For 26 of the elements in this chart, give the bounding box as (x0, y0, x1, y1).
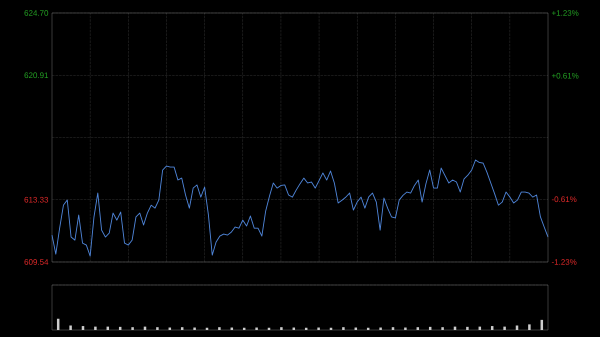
bar (528, 324, 531, 330)
bar (516, 326, 518, 330)
bar (106, 326, 110, 330)
bar (466, 326, 469, 330)
bar (392, 327, 394, 330)
bar (82, 326, 84, 330)
bar (503, 326, 506, 330)
bar (94, 326, 97, 330)
bar (428, 326, 432, 330)
line-series (52, 160, 548, 257)
bar (180, 327, 184, 330)
bar (69, 326, 72, 330)
bar (454, 326, 456, 330)
bar (131, 327, 134, 330)
bar (118, 326, 122, 330)
bar (441, 327, 444, 330)
bar (416, 327, 420, 330)
bar (478, 326, 482, 330)
bar (280, 327, 283, 330)
bar (540, 320, 544, 330)
bar (144, 326, 146, 330)
bar (56, 318, 60, 330)
bar (342, 327, 345, 330)
bar (218, 327, 221, 330)
bar (490, 326, 494, 330)
bar (156, 327, 159, 330)
